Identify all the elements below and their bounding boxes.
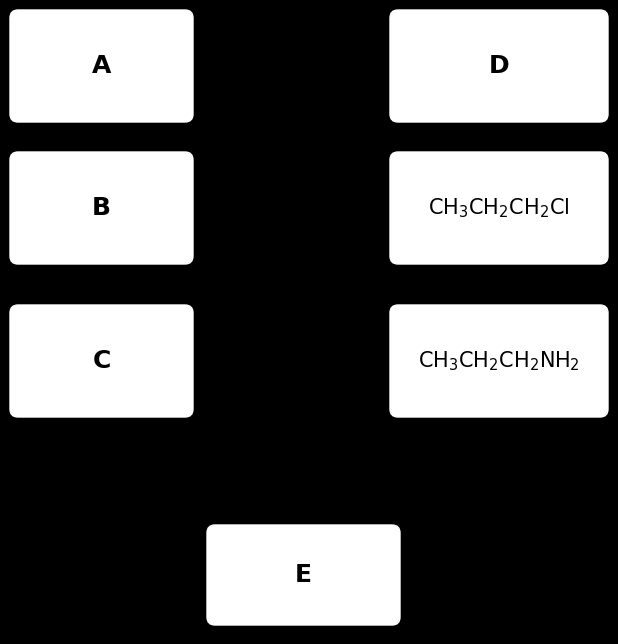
FancyBboxPatch shape <box>207 525 400 625</box>
FancyBboxPatch shape <box>10 305 193 417</box>
Text: E: E <box>295 563 312 587</box>
Text: C: C <box>92 349 111 373</box>
FancyBboxPatch shape <box>390 10 608 122</box>
FancyBboxPatch shape <box>390 305 608 417</box>
FancyBboxPatch shape <box>10 10 193 122</box>
FancyBboxPatch shape <box>390 152 608 264</box>
Text: CH$_3$CH$_2$CH$_2$NH$_2$: CH$_3$CH$_2$CH$_2$NH$_2$ <box>418 349 580 373</box>
Text: B: B <box>92 196 111 220</box>
Text: D: D <box>489 54 509 78</box>
FancyBboxPatch shape <box>10 152 193 264</box>
Text: CH$_3$CH$_2$CH$_2$Cl: CH$_3$CH$_2$CH$_2$Cl <box>428 196 570 220</box>
Text: A: A <box>92 54 111 78</box>
